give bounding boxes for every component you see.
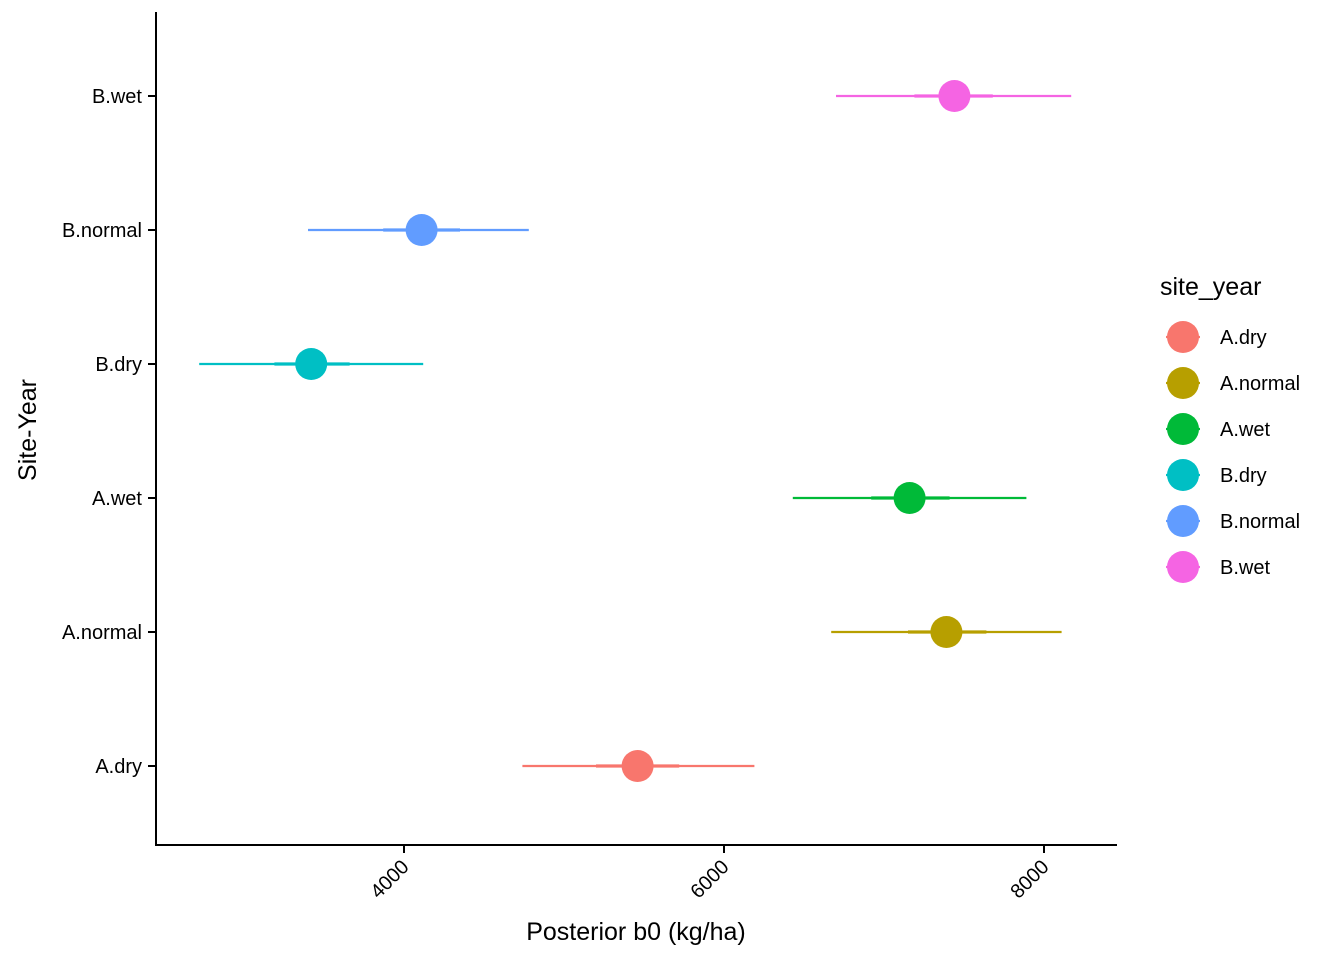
median-point <box>893 482 926 514</box>
pointrange-A.dry <box>522 750 755 782</box>
legend-item-A.wet: A.wet <box>1166 413 1270 445</box>
x-tick-label: 6000 <box>687 856 734 903</box>
pointrange-A.normal <box>831 616 1062 648</box>
y-axis-title: Site-Year <box>14 379 42 481</box>
median-point <box>621 750 654 782</box>
y-tick-label: A.normal <box>62 622 142 644</box>
y-ticks: A.dry A.normal A.wet B.dry B.normal B.wet <box>62 86 156 778</box>
legend-item-A.normal: A.normal <box>1166 367 1300 399</box>
legend-label: A.normal <box>1220 373 1300 395</box>
legend-key-point <box>1167 321 1199 353</box>
legend-label: B.wet <box>1220 557 1270 579</box>
legend-label: A.dry <box>1220 327 1267 349</box>
legend-items: A.dry A.normal A.wet B.dry B.normal B.wet <box>1166 321 1300 583</box>
x-axis-title: Posterior b0 (kg/ha) <box>526 918 746 946</box>
pointrange-B.normal <box>308 214 529 246</box>
legend-item-B.normal: B.normal <box>1166 505 1300 537</box>
legend-key-point <box>1167 367 1199 399</box>
median-point <box>295 348 328 380</box>
x-tick-label: 4000 <box>367 856 414 903</box>
legend: site_year A.dry A.normal A.wet B.dry B.norma… <box>1160 273 1300 583</box>
y-tick-label: A.dry <box>95 756 142 778</box>
axes: 4000 6000 8000 A.dry A.normal A.wet B.dry B.no… <box>62 12 1117 903</box>
y-tick-label: B.wet <box>92 86 142 108</box>
pointrange-B.wet <box>836 80 1072 112</box>
legend-key-point <box>1167 413 1199 445</box>
legend-item-B.dry: B.dry <box>1166 459 1267 491</box>
legend-key-point <box>1167 551 1199 583</box>
legend-label: A.wet <box>1220 419 1270 441</box>
legend-item-B.wet: B.wet <box>1166 551 1270 583</box>
legend-item-A.dry: A.dry <box>1166 321 1267 353</box>
legend-label: B.normal <box>1220 511 1300 533</box>
x-tick-label: 8000 <box>1007 856 1054 903</box>
y-tick-label: B.normal <box>62 220 142 242</box>
plot-marks <box>199 80 1072 782</box>
y-tick-label: B.dry <box>95 354 142 376</box>
legend-key-point <box>1167 459 1199 491</box>
median-point <box>405 214 438 246</box>
median-point <box>938 80 971 112</box>
median-point <box>930 616 963 648</box>
x-ticks: 4000 6000 8000 <box>367 845 1054 903</box>
y-tick-label: A.wet <box>92 488 142 510</box>
pointrange-A.wet <box>792 482 1027 514</box>
pointrange-B.dry <box>199 348 424 380</box>
legend-key-point <box>1167 505 1199 537</box>
legend-label: B.dry <box>1220 465 1267 487</box>
legend-title: site_year <box>1160 273 1261 301</box>
